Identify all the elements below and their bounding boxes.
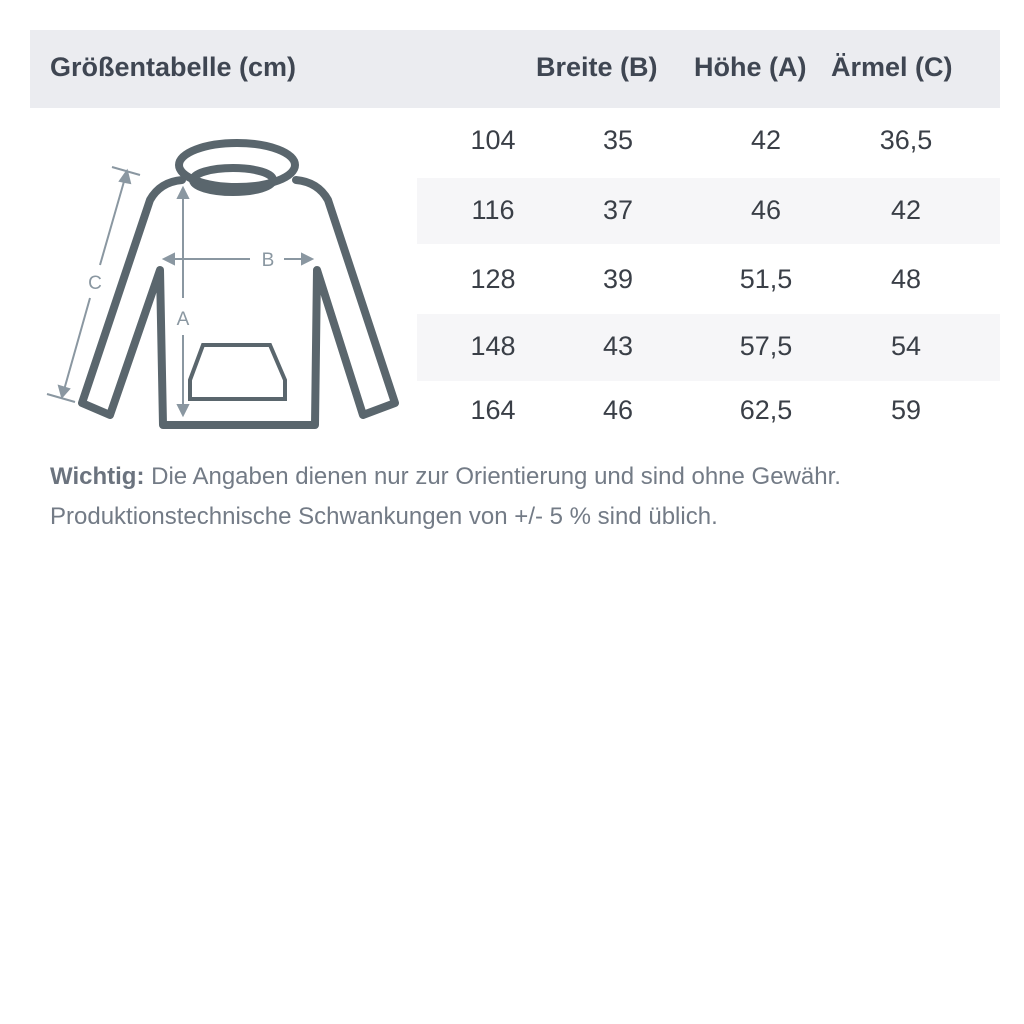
note-text: Die Angaben dienen nur zur Orientierung …: [144, 463, 841, 490]
row-stripe: [417, 314, 1000, 381]
table-title: Größentabelle (cm): [50, 52, 297, 82]
cell-sleeve: 59: [890, 395, 922, 425]
cell-size: 104: [470, 125, 516, 155]
cell-height: 62,5: [739, 395, 793, 425]
dimension-label-a: A: [177, 309, 190, 330]
cell-width: 39: [602, 264, 634, 294]
cell-height: 46: [750, 195, 782, 225]
cell-height: 51,5: [739, 264, 793, 294]
cell-sleeve: 54: [890, 331, 922, 361]
cell-sleeve: 42: [890, 195, 922, 225]
dimension-label-c: C: [88, 273, 102, 294]
note-bold: Wichtig:: [50, 463, 145, 490]
dimension-label-b: B: [262, 250, 275, 271]
cell-width: 46: [602, 395, 634, 425]
note-line-2: Produktionstechnische Schwankungen von +…: [50, 503, 718, 530]
table-header: [30, 30, 1000, 108]
row-stripe: [417, 178, 1000, 244]
note-line-1: Wichtig: Die Angaben dienen nur zur Orie…: [50, 463, 841, 491]
cell-width: 35: [602, 125, 634, 155]
column-header-height: Höhe (A): [694, 52, 807, 82]
cell-height: 42: [750, 125, 782, 155]
cell-size: 148: [470, 331, 516, 361]
cell-width: 37: [602, 195, 634, 225]
column-header-sleeve: Ärmel (C): [831, 52, 953, 82]
cell-size: 164: [470, 395, 516, 425]
cell-sleeve: 48: [890, 264, 922, 294]
cell-sleeve: 36,5: [879, 125, 933, 155]
column-header-width: Breite (B): [536, 52, 658, 82]
cell-size: 116: [471, 195, 515, 225]
cell-width: 43: [602, 331, 634, 361]
cell-size: 128: [470, 264, 516, 294]
cell-height: 57,5: [739, 331, 793, 361]
